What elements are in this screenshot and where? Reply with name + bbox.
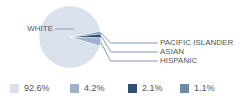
svg-text:HISPANIC: HISPANIC bbox=[160, 56, 197, 65]
svg-text:ASIAN: ASIAN bbox=[160, 47, 184, 56]
svg-text:PACIFIC ISLANDER: PACIFIC ISLANDER bbox=[160, 38, 232, 47]
html-text:92.6%: 92.6% bbox=[24, 83, 50, 93]
html-text:2.1%: 2.1% bbox=[142, 83, 163, 93]
svg-text:WHITE: WHITE bbox=[27, 24, 53, 33]
html-text:4.2%: 4.2% bbox=[84, 83, 105, 93]
html-text:1.1%: 1.1% bbox=[194, 83, 215, 93]
